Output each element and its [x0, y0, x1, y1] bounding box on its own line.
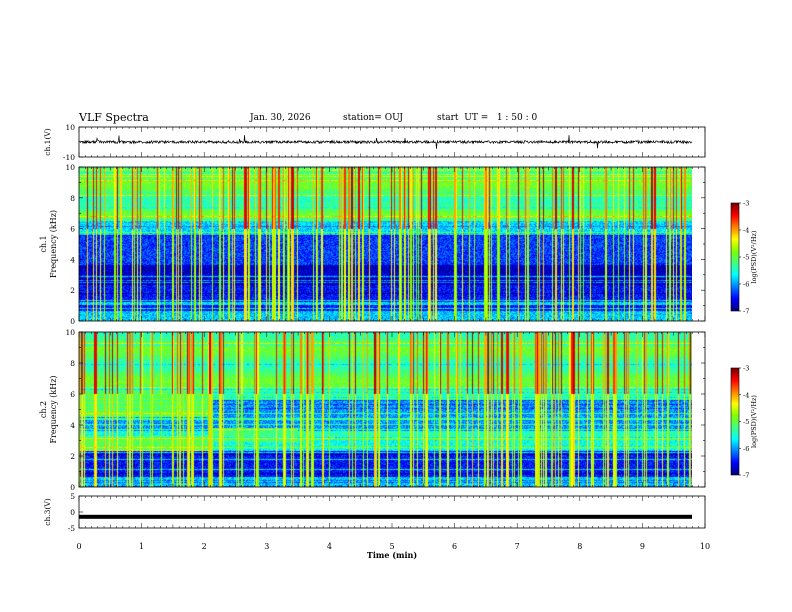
y-tick-label: 8: [70, 359, 75, 368]
y-tick-label: 0: [70, 483, 75, 492]
date-label: Jan. 30, 2026: [250, 113, 311, 123]
colorbar-label: log(PSD)(V²/Hz): [750, 395, 758, 448]
ch2-spectrogram-image: [79, 332, 692, 487]
x-tick-label: 3: [264, 542, 269, 551]
y-tick-label: 10: [65, 328, 75, 337]
y-tick-label: 2: [70, 286, 75, 295]
y-tick-label: 4: [70, 421, 75, 430]
colorbar-tick-label: -6: [743, 281, 749, 289]
y-tick-label: 6: [70, 225, 75, 234]
y-tick-label: -5: [68, 524, 76, 533]
x-tick-label: 0: [76, 542, 81, 551]
colorbar-tick-label: -7: [743, 472, 749, 480]
y-axis-label: ch.1(V): [43, 128, 52, 156]
y-axis-label-frequency: Frequency (kHz): [49, 375, 58, 443]
figure-title: VLF Spectra: [79, 111, 149, 124]
x-tick-label: 7: [515, 542, 520, 551]
y-tick-label: 0: [70, 317, 75, 326]
x-axis-label: Time (min): [367, 550, 417, 560]
y-tick-label: 6: [70, 390, 75, 399]
y-tick-label: 10: [65, 163, 75, 172]
colorbar-tick-label: -4: [743, 227, 749, 235]
colorbar-tick-label: -4: [743, 391, 749, 399]
ch1-spectrogram-image: [79, 167, 692, 321]
x-tick-label: 6: [452, 542, 457, 551]
y-tick-label: 5: [70, 492, 75, 501]
x-tick-label: 1: [139, 542, 144, 551]
start-time-label: start UT = 1 : 50 : 0: [437, 113, 538, 123]
y-axis-label-frequency: Frequency (kHz): [49, 210, 58, 278]
x-tick-label: 10: [700, 542, 710, 551]
y-tick-label: 0: [70, 508, 75, 517]
x-tick-label: 4: [327, 542, 332, 551]
x-tick-label: 2: [202, 542, 207, 551]
y-tick-label: 2: [70, 452, 75, 461]
y-tick-label: 8: [70, 194, 75, 203]
colorbar-1: [731, 203, 739, 311]
x-tick-label: 8: [577, 542, 582, 551]
y-axis-label-channel: ch.1: [39, 235, 48, 252]
colorbar-tick-label: -5: [743, 418, 749, 426]
colorbar-tick-label: -6: [743, 445, 749, 453]
y-tick-label: 4: [70, 255, 75, 264]
x-tick-label: 9: [640, 542, 645, 551]
y-axis-label-channel: ch.2: [39, 401, 48, 418]
y-tick-label: -10: [63, 153, 75, 162]
station-label: station= OUJ: [343, 113, 404, 123]
colorbar-tick-label: -5: [743, 254, 749, 262]
colorbar-tick-label: -7: [743, 308, 749, 316]
y-tick-label: 10: [65, 123, 75, 132]
colorbar-2: [731, 368, 739, 475]
colorbar-tick-label: -3: [743, 200, 749, 208]
colorbar-tick-label: -3: [743, 365, 749, 373]
colorbar-label: log(PSD)(V²/Hz): [750, 230, 758, 283]
ch1-waveform-trace: [78, 135, 693, 149]
y-axis-label: ch.3(V): [43, 498, 52, 526]
ch3-waveform-trace: [79, 514, 692, 519]
x-tick-label: 5: [389, 542, 394, 551]
